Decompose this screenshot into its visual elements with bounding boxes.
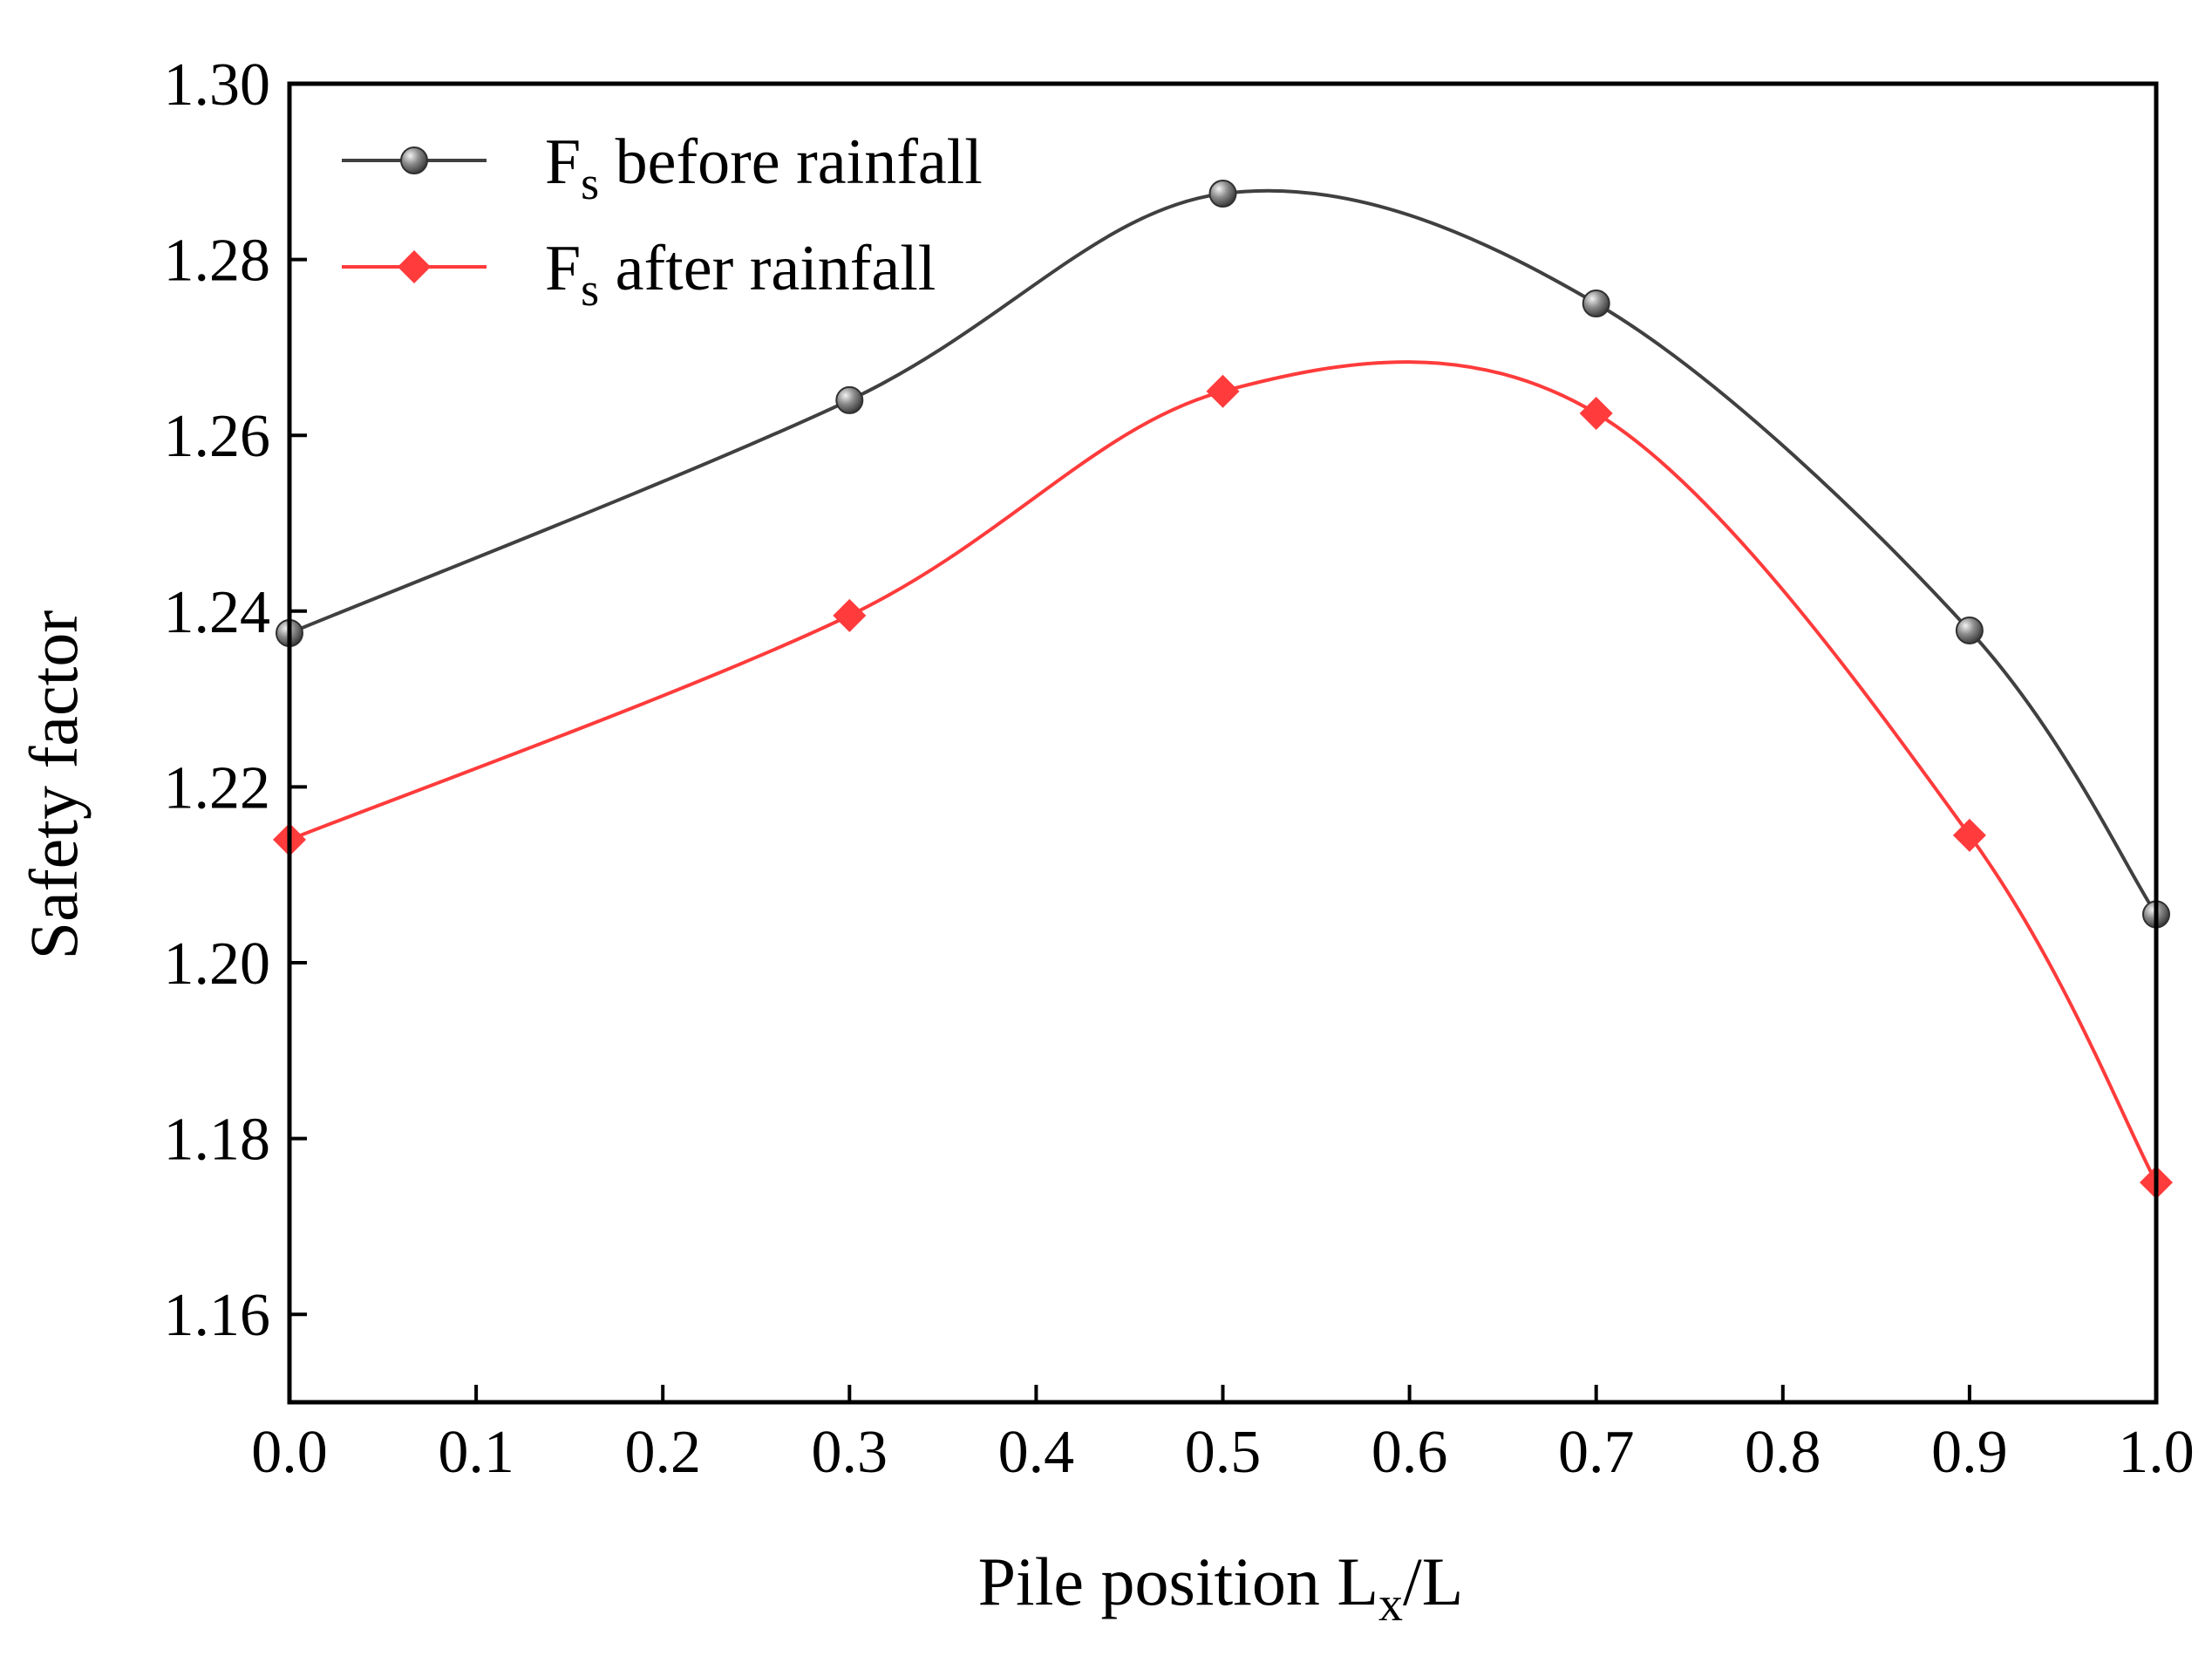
x-axis-title-sub: x [1378,1578,1403,1632]
data-point-series-0 [1955,616,1984,644]
y-tick-label: 1.18 [164,1107,271,1174]
x-tick-label: 0.6 [1371,1419,1448,1486]
x-tick-label: 1.0 [2118,1419,2195,1486]
series-line-1 [289,360,2158,1183]
x-tick-label: 0.0 [251,1419,328,1486]
data-point-series-1 [1952,818,1986,852]
plot-lines [289,188,2158,1183]
y-tick-label: 1.16 [164,1282,271,1349]
x-axis-title-main: Pile position L [978,1544,1378,1619]
data-point-series-0 [835,385,864,414]
legend-label-tail: after rainfall [599,233,936,304]
x-tick-label: 0.2 [624,1419,701,1486]
data-point-series-1 [833,598,867,632]
x-tick-label: 0.7 [1558,1419,1635,1486]
legend-marker-0 [400,147,428,174]
legend-label-sub: s [581,263,599,316]
y-tick-label: 1.30 [164,51,271,119]
x-tick-label: 0.1 [438,1419,514,1486]
data-point-series-0 [1582,290,1610,317]
legend-label-0: Fs before rainfall [545,126,983,209]
data-point-series-1 [1206,374,1240,408]
y-axis: 1.16 1.18 1.20 1.22 1.24 1.26 1.28 1.30 [164,51,307,1349]
y-tick-label: 1.26 [164,403,271,470]
legend-label-tail: before rainfall [599,126,983,198]
legend-marker-1 [398,250,431,283]
y-axis-title: Safety factor [16,610,92,960]
plot-markers [273,180,2173,1199]
legend-label-main: F [545,126,581,198]
x-axis-title-tail: /L [1403,1544,1463,1619]
legend-label-sub: s [581,157,599,209]
y-tick-label: 1.20 [164,930,271,998]
x-tick-label: 0.8 [1745,1419,1821,1486]
x-tick-label: 0.9 [1931,1419,2008,1486]
x-tick-label: 0.4 [998,1419,1075,1486]
legend-label-main: F [545,233,581,304]
y-tick-label: 1.22 [164,754,271,821]
y-tick-label: 1.28 [164,228,271,295]
legend-label-1: Fs after rainfall [545,233,936,316]
x-tick-label: 0.3 [812,1419,888,1486]
x-axis: 0.0 0.1 0.2 0.3 0.4 0.5 0.6 0.7 0.8 0.9 1.0 [251,1385,2195,1486]
data-point-series-0 [1208,180,1237,208]
y-tick-label: 1.24 [164,579,271,646]
x-tick-label: 0.5 [1185,1419,1262,1486]
data-point-series-1 [1579,397,1613,430]
x-axis-title: Pile position Lx/L [978,1544,1464,1632]
